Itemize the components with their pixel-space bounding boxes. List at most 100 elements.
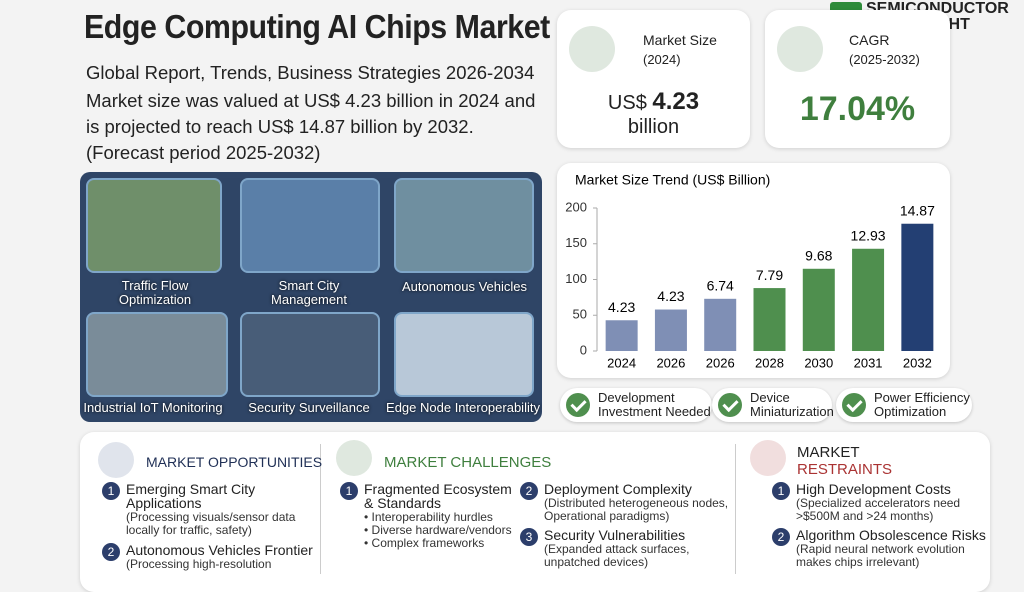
section-title: RESTRAINTS xyxy=(797,461,893,478)
text: Management xyxy=(271,292,347,307)
cagr-card: CAGR (2025-2032) 17.04% xyxy=(765,10,950,148)
item-number: 2 xyxy=(772,528,790,546)
applications-panel: Traffic Flow Optimization Smart City Manag… xyxy=(80,172,542,422)
bar-label: 4.23 xyxy=(657,288,684,304)
icon xyxy=(777,26,823,72)
unit: billion xyxy=(627,116,680,138)
bar xyxy=(605,320,638,351)
prefix: US$ xyxy=(607,92,647,114)
bar xyxy=(901,223,934,351)
description: is projected to reach US$ 14.87 billion … xyxy=(86,116,474,137)
tile xyxy=(240,178,380,273)
bar xyxy=(802,268,835,351)
chart-title: Market Size Trend (US$ Billion) xyxy=(575,172,770,188)
application-label: Traffic Flow Optimization xyxy=(80,279,230,307)
tile xyxy=(394,312,534,397)
item-detail: (Processing visuals/sensor data xyxy=(126,510,296,524)
item-title: Deployment Complexity xyxy=(544,481,692,497)
divider xyxy=(735,444,736,574)
driver: Power Efficiency Optimization xyxy=(836,388,972,422)
text: Device xyxy=(750,390,790,405)
x-tick-label: 2024 xyxy=(607,355,636,370)
bar xyxy=(852,248,885,351)
item-title: Fragmented Ecosystem xyxy=(364,481,512,497)
chart: Market Size Trend (US$ Billion) 0 50 100 15… xyxy=(565,172,935,371)
x-tick-label: 2026 xyxy=(656,355,685,370)
item-detail: (Expanded attack surfaces, xyxy=(544,542,690,556)
item-title: High Development Costs xyxy=(796,481,951,497)
period: (2024) xyxy=(643,52,681,67)
description: (Forecast period 2025-2032) xyxy=(86,142,321,163)
bar xyxy=(704,298,737,351)
bar-label: 7.79 xyxy=(756,267,783,283)
item-title: Algorithm Obsolescence Risks xyxy=(796,527,986,543)
item-detail: makes chips irrelevant) xyxy=(796,555,920,569)
cagr-value: 17.04% xyxy=(799,90,916,128)
application-label: Autonomous Vehicles xyxy=(401,279,528,294)
application-label: Industrial IoT Monitoring xyxy=(83,400,223,415)
item-number: 1 xyxy=(340,482,358,500)
icon xyxy=(750,440,786,476)
item-detail: (Rapid neural network evolution xyxy=(796,542,965,556)
item-number: 3 xyxy=(520,528,538,546)
bottom-card: MARKET OPPORTUNITIES MARKET CHALLENGES MAR… xyxy=(80,432,990,592)
item-title: Emerging Smart City xyxy=(126,481,256,497)
x-tick-label: 2030 xyxy=(804,355,833,370)
item-detail: (Distributed heterogeneous nodes, xyxy=(544,496,729,510)
driver: Development Investment Needed xyxy=(560,388,712,422)
text: Smart City xyxy=(278,278,340,293)
item-detail: (Specialized accelerators need xyxy=(796,496,961,510)
divider xyxy=(320,444,321,574)
y-tick-label: 100 xyxy=(565,271,587,286)
text: Optimization xyxy=(874,404,947,419)
period: (2025-2032) xyxy=(849,52,920,67)
bar-label: 4.23 xyxy=(608,299,635,315)
item-title: Autonomous Vehicles Frontier xyxy=(126,542,313,558)
item-detail: locally for traffic, safety) xyxy=(126,523,252,537)
label: CAGR xyxy=(849,32,890,48)
text: Power Efficiency xyxy=(874,390,970,405)
section-title: MARKET xyxy=(797,444,860,461)
text: Traffic Flow xyxy=(121,278,189,293)
y-tick-label: 150 xyxy=(565,235,587,250)
title: Edge Computing AI Chips Market xyxy=(84,8,550,45)
bar-label: 9.68 xyxy=(805,247,832,263)
text: Development xyxy=(598,390,675,405)
x-tick-label: 2032 xyxy=(903,355,932,370)
item-number: 2 xyxy=(520,482,538,500)
description: Market size was valued at US$ 4.23 billi… xyxy=(86,90,536,111)
text: Investment Needed xyxy=(598,404,711,419)
section-title: MARKET CHALLENGES xyxy=(384,454,552,471)
item-detail: (Processing high-resolution xyxy=(126,557,272,571)
icon xyxy=(98,442,134,478)
item-detail: • Complex frameworks xyxy=(364,536,485,550)
item-title: Applications xyxy=(126,495,202,511)
chart-card: Market Size Trend (US$ Billion) 0 50 100 15… xyxy=(557,163,950,378)
bar-label: 14.87 xyxy=(900,202,935,218)
number: 4.23 xyxy=(652,88,700,115)
check-icon xyxy=(842,393,866,417)
tile xyxy=(86,178,222,273)
application-label: Edge Node Interoperability xyxy=(386,400,540,415)
tile xyxy=(86,312,228,397)
application-label: Smart City Management xyxy=(234,279,384,307)
value: US$ 4.23 xyxy=(557,88,750,116)
item-number: 2 xyxy=(102,543,120,561)
bar xyxy=(654,309,687,351)
section-title: MARKET OPPORTUNITIES xyxy=(146,454,323,470)
y-tick-label: 200 xyxy=(565,199,587,214)
subtitle: Global Report, Trends, Business Strategi… xyxy=(86,62,535,83)
check-icon xyxy=(566,393,590,417)
tile xyxy=(240,312,380,397)
item-detail: >$500M and >24 months) xyxy=(796,509,934,523)
x-tick-label: 2026 xyxy=(706,355,735,370)
driver: Device Miniaturization xyxy=(712,388,834,422)
text: Miniaturization xyxy=(750,404,834,419)
y-tick-label: 0 xyxy=(580,342,587,357)
item-detail: Operational paradigms) xyxy=(544,509,670,523)
icon xyxy=(336,440,372,476)
y-tick-label: 50 xyxy=(573,307,587,322)
item-detail: • Interoperability hurdles xyxy=(364,510,493,524)
x-tick-label: 2028 xyxy=(755,355,784,370)
label: Market Size xyxy=(643,32,717,48)
